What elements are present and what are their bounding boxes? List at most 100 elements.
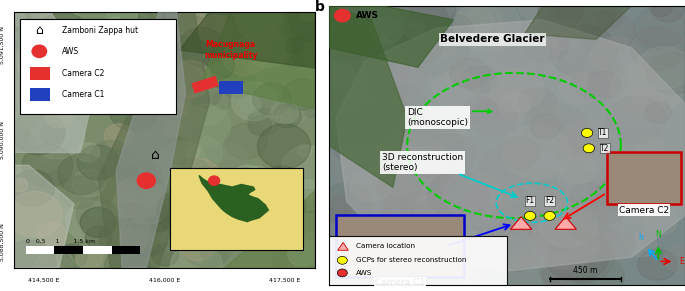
Circle shape	[645, 97, 668, 115]
Circle shape	[282, 146, 332, 188]
Circle shape	[31, 113, 85, 159]
Circle shape	[69, 113, 84, 126]
Circle shape	[544, 230, 609, 281]
Circle shape	[644, 208, 677, 235]
Circle shape	[127, 163, 163, 194]
Circle shape	[530, 114, 561, 139]
Text: 5,091,500 N: 5,091,500 N	[0, 26, 5, 64]
Polygon shape	[329, 6, 453, 67]
Circle shape	[153, 174, 201, 215]
Polygon shape	[199, 175, 269, 222]
Polygon shape	[30, 67, 50, 79]
Text: b: b	[314, 0, 325, 14]
Circle shape	[557, 0, 614, 38]
Polygon shape	[201, 12, 315, 109]
Circle shape	[160, 229, 188, 252]
Text: 0   0,5     1       1,5 km: 0 0,5 1 1,5 km	[26, 238, 95, 243]
Circle shape	[109, 89, 158, 131]
Circle shape	[184, 163, 225, 198]
Circle shape	[637, 47, 685, 89]
Circle shape	[40, 124, 64, 144]
Circle shape	[416, 156, 446, 179]
Circle shape	[567, 254, 624, 291]
Circle shape	[569, 197, 621, 238]
Circle shape	[518, 0, 551, 19]
Circle shape	[623, 53, 685, 109]
Circle shape	[601, 230, 635, 257]
Circle shape	[471, 70, 540, 125]
Circle shape	[64, 75, 108, 112]
Circle shape	[137, 173, 155, 188]
Circle shape	[366, 54, 427, 102]
Circle shape	[238, 101, 266, 124]
Circle shape	[538, 0, 584, 29]
Circle shape	[454, 246, 495, 278]
Circle shape	[386, 192, 451, 243]
Circle shape	[111, 46, 164, 91]
Circle shape	[178, 222, 190, 233]
Circle shape	[223, 194, 277, 239]
Circle shape	[156, 192, 194, 224]
Circle shape	[90, 141, 133, 177]
Circle shape	[69, 33, 122, 78]
Text: 5,088,500 N: 5,088,500 N	[0, 223, 5, 261]
Circle shape	[22, 144, 73, 187]
Circle shape	[544, 212, 556, 220]
Circle shape	[202, 52, 234, 79]
Circle shape	[524, 103, 585, 151]
Circle shape	[156, 6, 207, 50]
Circle shape	[32, 45, 47, 58]
Circle shape	[208, 44, 248, 77]
Circle shape	[38, 223, 67, 247]
Circle shape	[5, 8, 30, 30]
Circle shape	[301, 10, 314, 21]
Circle shape	[75, 250, 109, 278]
Circle shape	[242, 166, 272, 192]
Circle shape	[652, 0, 684, 22]
Circle shape	[349, 46, 409, 93]
Circle shape	[410, 205, 436, 226]
Text: Camera C1: Camera C1	[375, 278, 425, 287]
Circle shape	[456, 4, 503, 41]
Circle shape	[426, 172, 456, 196]
Circle shape	[287, 239, 319, 266]
Circle shape	[130, 82, 162, 109]
Circle shape	[182, 225, 232, 267]
Circle shape	[555, 132, 596, 164]
Text: ⌂: ⌂	[36, 24, 43, 37]
Circle shape	[573, 225, 621, 262]
Circle shape	[114, 177, 163, 218]
Circle shape	[235, 0, 284, 41]
Circle shape	[105, 17, 126, 35]
Circle shape	[566, 208, 609, 241]
Circle shape	[90, 51, 114, 70]
Circle shape	[365, 119, 401, 146]
Polygon shape	[555, 217, 576, 229]
Circle shape	[595, 176, 638, 210]
Circle shape	[80, 207, 115, 237]
Circle shape	[610, 84, 667, 129]
Polygon shape	[14, 12, 98, 152]
Circle shape	[258, 124, 310, 169]
Circle shape	[23, 76, 62, 110]
Circle shape	[178, 27, 224, 66]
Polygon shape	[192, 76, 219, 94]
Circle shape	[382, 0, 449, 49]
Circle shape	[211, 210, 237, 233]
Circle shape	[365, 57, 394, 79]
Circle shape	[191, 178, 234, 214]
Circle shape	[330, 86, 367, 115]
Text: F2: F2	[545, 196, 554, 205]
Circle shape	[192, 29, 220, 52]
Circle shape	[550, 274, 573, 291]
Circle shape	[119, 229, 147, 253]
Circle shape	[147, 45, 167, 61]
Circle shape	[367, 232, 406, 262]
Circle shape	[491, 217, 530, 247]
Circle shape	[495, 203, 534, 234]
Circle shape	[258, 39, 274, 52]
Circle shape	[40, 69, 92, 113]
Circle shape	[104, 5, 149, 43]
Circle shape	[328, 66, 356, 87]
Circle shape	[524, 212, 536, 220]
